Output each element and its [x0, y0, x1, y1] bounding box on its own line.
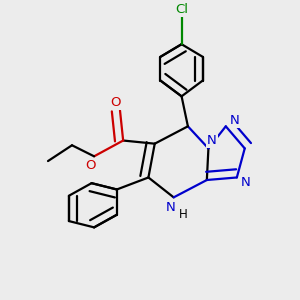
Text: O: O	[110, 96, 121, 109]
Text: N: N	[241, 176, 250, 189]
Text: N: N	[166, 201, 176, 214]
Text: Cl: Cl	[175, 3, 188, 16]
Text: N: N	[230, 114, 239, 127]
Text: N: N	[207, 134, 217, 147]
Text: H: H	[179, 208, 188, 221]
Text: O: O	[85, 159, 96, 172]
